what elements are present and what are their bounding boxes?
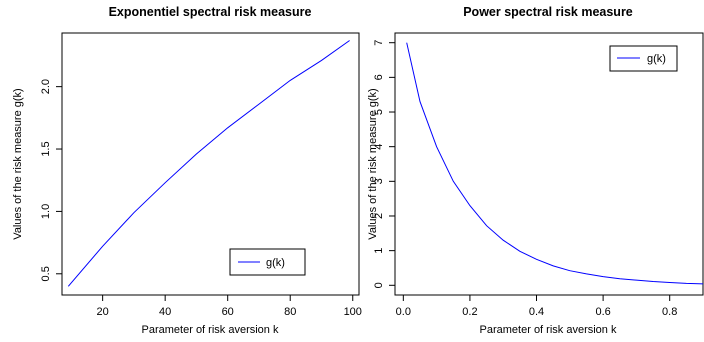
y-tick-label: 1 [373,248,385,254]
x-tick-label: 80 [284,306,296,318]
series-line [67,40,350,287]
y-tick-label: 5 [373,109,385,115]
series-group [406,42,704,285]
chart-title: Power spectral risk measure [463,5,633,19]
plot-frame [61,32,360,296]
x-axis: 0.0 0.2 0.4 0.6 0.8 [396,294,677,318]
plot-frame [394,32,704,296]
x-tick-label: 60 [222,306,234,318]
y-tick-label: 7 [373,40,385,46]
y-axis: 0 1 2 3 4 5 6 7 [373,40,396,288]
x-tick-label: 20 [97,306,109,318]
y-tick-label: 3 [373,178,385,184]
y-tick-label: 6 [373,74,385,80]
legend: g(k) [229,248,306,276]
x-axis: 20 40 60 80 100 [97,294,362,318]
x-tick-label: 0.8 [662,306,677,318]
x-tick-label: 100 [344,306,362,318]
y-axis-label: Values of the risk measure g(k) [12,88,24,239]
chart-exponential: Exponentiel spectral risk measure 20 40 60… [12,5,362,336]
y-tick-label: 1.0 [40,204,52,219]
y-axis: 0.5 1.0 1.5 2.0 [40,79,63,281]
y-tick-label: 0 [373,282,385,288]
x-axis-label: Parameter of risk aversion k [142,324,279,336]
x-tick-label: 40 [159,306,171,318]
y-tick-label: 0.5 [40,266,52,281]
legend-label: g(k) [647,53,666,65]
series-line [406,42,704,285]
x-axis-label: Parameter of risk aversion k [480,324,617,336]
series-group [67,40,350,287]
y-tick-label: 1.5 [40,141,52,156]
x-tick-label: 0.0 [396,306,411,318]
chart-title: Exponentiel spectral risk measure [109,5,312,19]
x-tick-label: 0.4 [529,306,544,318]
x-tick-label: 0.6 [595,306,610,318]
x-tick-label: 0.2 [462,306,477,318]
legend-label: g(k) [266,257,285,269]
legend: g(k) [609,45,678,72]
y-axis-label: Values of the risk measure g(k) [367,88,379,239]
y-tick-label: 2.0 [40,79,52,94]
y-tick-label: 2 [373,213,385,219]
chart-power: Power spectral risk measure 0.0 0.2 0.4 0.6… [367,5,704,336]
y-tick-label: 4 [373,144,385,150]
